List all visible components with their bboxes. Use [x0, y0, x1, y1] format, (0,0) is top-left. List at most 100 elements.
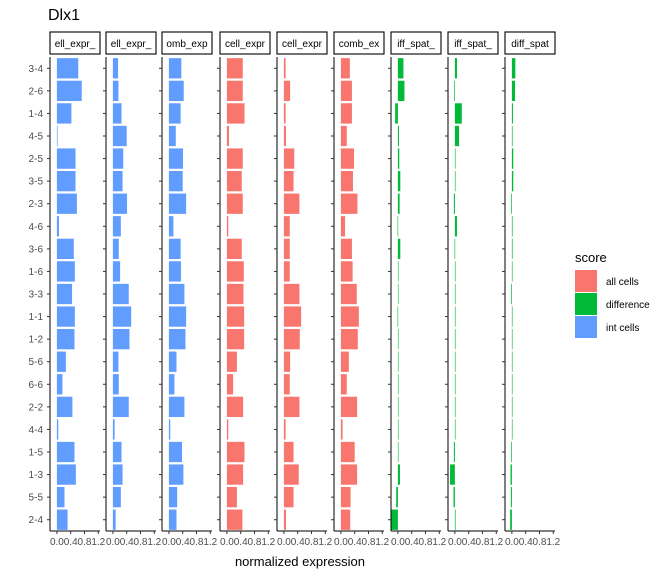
facet-panel: cell_expr 0.0 0.4 0.8 1.2 [274, 31, 333, 548]
bar [112, 374, 119, 395]
facet-panel: diff_spat 0.0 0.4 0.8 1.2 [502, 31, 561, 548]
bar [226, 148, 243, 169]
bar [283, 306, 302, 327]
bar [283, 464, 299, 485]
bar [226, 58, 243, 79]
chart-title: Dlx1 [48, 7, 80, 24]
bar [511, 193, 512, 214]
bar [511, 261, 513, 282]
bar [283, 148, 295, 169]
bar [450, 464, 455, 485]
y-tick-label: 1-4 [29, 109, 44, 120]
y-tick-label: 3-5 [29, 177, 44, 188]
facet-strip-label: omb_exp [166, 39, 208, 50]
bar [226, 238, 242, 260]
bar [168, 238, 181, 260]
bar [168, 148, 184, 169]
bar [56, 464, 76, 485]
y-tick-label: 2-5 [29, 154, 44, 165]
bar [112, 464, 123, 485]
bar [56, 328, 75, 350]
bar [56, 351, 66, 372]
y-tick-label: 5-6 [29, 357, 44, 368]
bar [226, 351, 237, 372]
x-tick-label: 0.4 [462, 537, 476, 548]
y-tick-label: 2-3 [29, 199, 44, 210]
bar [454, 306, 456, 327]
bar [168, 103, 181, 124]
bar [168, 306, 187, 327]
x-tick-label: 1.2 [261, 537, 275, 548]
bar [56, 170, 76, 192]
bar [397, 328, 399, 350]
bar [397, 58, 404, 79]
bar [454, 238, 456, 260]
bar [112, 125, 127, 147]
facet-strip [390, 31, 442, 55]
legend-key [575, 293, 597, 315]
x-tick-label: 1.2 [147, 537, 161, 548]
bar [56, 216, 59, 237]
bar [511, 441, 512, 463]
bar [340, 58, 350, 79]
bar [226, 419, 229, 440]
bar [340, 486, 351, 508]
bar [283, 170, 294, 192]
bar [168, 441, 182, 463]
bar [112, 193, 128, 214]
bar [511, 419, 513, 440]
bar [340, 441, 355, 463]
facet-strip [219, 31, 271, 55]
bar [453, 441, 455, 463]
bar [112, 419, 115, 440]
bar [340, 216, 346, 237]
bar [511, 170, 514, 192]
bar [226, 486, 237, 508]
x-tick-label: 0.4 [64, 537, 78, 548]
bar [340, 351, 349, 372]
bar [397, 148, 400, 169]
bar [454, 283, 456, 305]
bar [395, 103, 398, 124]
bar [340, 306, 359, 327]
bar [511, 351, 513, 372]
bar [397, 125, 399, 147]
bar [226, 306, 245, 327]
bar [397, 396, 399, 418]
facet-strip [161, 31, 213, 55]
bar [511, 125, 513, 147]
bar [511, 58, 516, 79]
x-tick-label: 1.2 [489, 537, 503, 548]
bar [112, 80, 119, 102]
bar [112, 170, 123, 192]
bar [283, 509, 286, 530]
bar [168, 486, 178, 508]
bar [226, 216, 229, 237]
bar [397, 170, 401, 192]
x-tick-label: 0.4 [176, 537, 190, 548]
bar [283, 261, 290, 282]
bar [168, 509, 177, 530]
facet-panel: iff_spat_ 0.0 0.4 0.8 1.2 [445, 31, 504, 548]
x-tick-label: 0.0 [162, 537, 176, 548]
bar [283, 80, 291, 102]
bar [283, 283, 300, 305]
bar [112, 238, 119, 260]
x-tick-label: 0.0 [448, 537, 462, 548]
bar [454, 58, 457, 79]
bar [397, 261, 399, 282]
bar [510, 464, 512, 485]
bar [340, 374, 347, 395]
bar [397, 306, 399, 327]
bar [56, 441, 75, 463]
bar [453, 193, 455, 214]
legend-key [575, 270, 597, 292]
bar [454, 80, 455, 102]
y-tick-label: 4-5 [29, 132, 44, 143]
facet-strip-label: iff_spat_ [397, 39, 435, 50]
facet-strip [49, 31, 101, 55]
facet-panel: ell_expr_ 0.0 0.4 0.8 1.2 [47, 31, 106, 548]
bar [112, 58, 119, 79]
legend-label: all cells [606, 277, 639, 288]
